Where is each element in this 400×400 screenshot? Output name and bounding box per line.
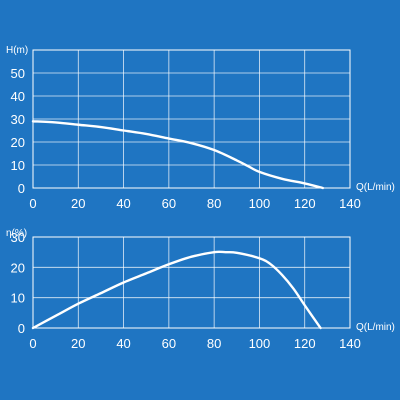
y-axis-title: H(m) [6,45,28,56]
y-tick-label: 10 [11,291,25,306]
y-tick-label: 20 [11,135,25,150]
x-axis-title: Q(L/min) [356,182,395,193]
x-tick-label: 140 [339,196,361,211]
y-tick-label: 0 [18,321,25,336]
x-tick-label: 120 [294,336,316,351]
y-tick-label: 10 [11,158,25,173]
y-tick-label: 0 [18,181,25,196]
y-tick-label: 50 [11,66,25,81]
x-tick-label: 100 [249,336,271,351]
y-tick-label: 30 [11,230,25,245]
y-axis-title: η(%) [6,228,27,239]
x-tick-label: 80 [207,196,221,211]
x-tick-label: 80 [207,336,221,351]
x-tick-label: 120 [294,196,316,211]
plot-frame [32,236,351,329]
efficiency-chart: 0 20 40 60 80 100 120 140 0 10 20 30η(%) Q(L/min) [6,228,395,351]
y-tick-label: 20 [11,260,25,275]
x-tick-label: 20 [71,336,85,351]
head-chart: 0 20 40 60 80 100 120 140 0 10 20 30 40 50 H(m) Q(L/min… [6,45,395,211]
x-tick-label: 40 [116,336,130,351]
x-tick-label: 40 [116,196,130,211]
x-axis-title: Q(L/min) [356,322,395,333]
x-tick-label: 60 [162,336,176,351]
x-tick-label: 0 [29,336,36,351]
x-tick-label: 140 [339,336,361,351]
y-tick-label: 30 [11,112,25,127]
head-curve [31,120,325,190]
x-tick-label: 100 [249,196,271,211]
y-tick-label: 40 [11,89,25,104]
x-tick-label: 20 [71,196,85,211]
x-tick-label: 60 [162,196,176,211]
plot-frame [32,49,351,189]
x-tick-label: 0 [29,196,36,211]
efficiency-curve [31,250,322,330]
